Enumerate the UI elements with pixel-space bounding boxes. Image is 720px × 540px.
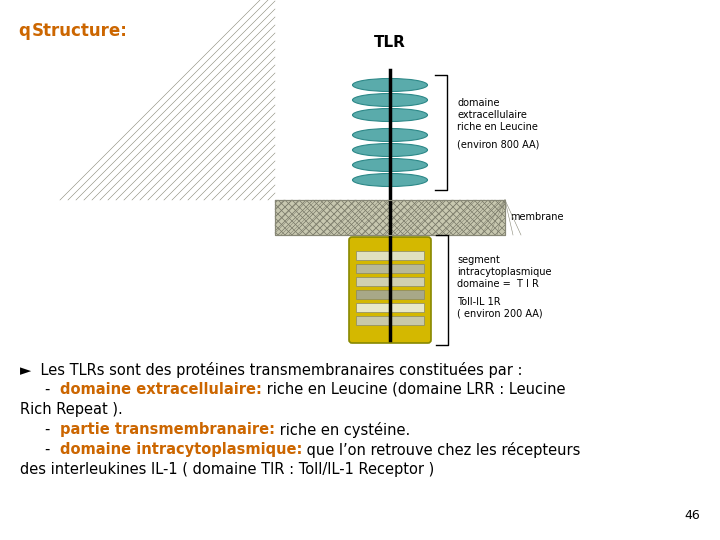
Text: 46: 46	[684, 509, 700, 522]
Bar	[356, 277, 424, 286]
Text: (environ 800 AA): (environ 800 AA)	[457, 139, 539, 150]
Text: riche en Leucine (domaine LRR : Leucine: riche en Leucine (domaine LRR : Leucine	[261, 382, 565, 397]
Ellipse shape	[353, 129, 428, 141]
Text: Rich Repeat ).: Rich Repeat ).	[20, 402, 122, 417]
Text: ( environ 200 AA): ( environ 200 AA)	[457, 309, 543, 319]
Text: extracellulaire: extracellulaire	[457, 110, 527, 119]
Text: ►  Les TLRs sont des protéines transmembranaires constituées par :: ► Les TLRs sont des protéines transmembr…	[20, 362, 523, 378]
Text: domaine =  T I R: domaine = T I R	[457, 279, 539, 289]
Bar	[356, 251, 424, 260]
Text: intracytoplasmique: intracytoplasmique	[457, 267, 552, 277]
Text: -: -	[45, 442, 60, 457]
Text: -: -	[45, 382, 60, 397]
Bar	[275, 200, 505, 235]
Ellipse shape	[353, 78, 428, 91]
Text: -: -	[45, 422, 60, 437]
Bar	[356, 316, 424, 325]
Ellipse shape	[353, 93, 428, 106]
Text: que l’on retrouve chez les récepteurs: que l’on retrouve chez les récepteurs	[302, 442, 580, 458]
Bar	[356, 264, 424, 273]
Text: riche en cystéine.: riche en cystéine.	[274, 422, 410, 438]
Text: riche en Leucine: riche en Leucine	[457, 122, 538, 132]
Ellipse shape	[353, 159, 428, 172]
Ellipse shape	[353, 144, 428, 157]
Text: Structure:: Structure:	[32, 22, 128, 40]
Bar	[275, 200, 505, 235]
Text: TLR: TLR	[374, 35, 406, 50]
Bar	[356, 303, 424, 312]
Ellipse shape	[353, 173, 428, 186]
Text: Toll-IL 1R: Toll-IL 1R	[457, 297, 500, 307]
Ellipse shape	[353, 109, 428, 122]
FancyBboxPatch shape	[349, 237, 431, 343]
Text: des interleukines IL-1 ( domaine TIR : Toll/IL-1 Receptor ): des interleukines IL-1 ( domaine TIR : T…	[20, 462, 434, 477]
Bar	[356, 290, 424, 299]
Text: membrane: membrane	[510, 213, 564, 222]
Text: partie transmembranaire:: partie transmembranaire:	[60, 422, 274, 437]
Text: segment: segment	[457, 255, 500, 265]
Text: domaine: domaine	[457, 98, 500, 107]
Text: domaine intracytoplasmique:: domaine intracytoplasmique:	[60, 442, 302, 457]
Text: domaine extracellulaire:: domaine extracellulaire:	[60, 382, 261, 397]
Text: q: q	[18, 22, 30, 40]
